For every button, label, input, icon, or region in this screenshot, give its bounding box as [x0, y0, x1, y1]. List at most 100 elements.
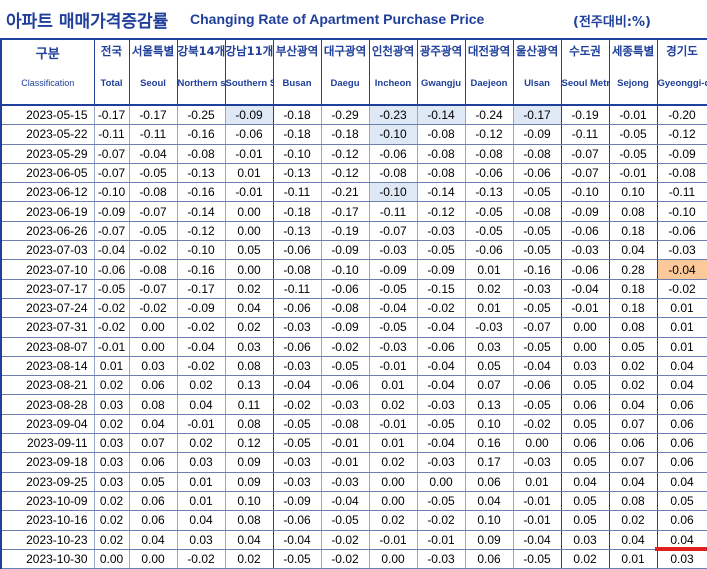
value-cell: 0.04: [176, 394, 225, 415]
value-cell: 0.00: [560, 317, 609, 338]
value-cell: 0.00: [368, 472, 417, 492]
value-cell: -0.16: [176, 259, 225, 280]
value-cell: 0.02: [464, 279, 513, 299]
value-cell: 0.05: [560, 375, 609, 396]
table-row: 2023-09-18 0.03 0.06 0.03 0.09 -0.03 -0.01 0.02…: [0, 452, 707, 473]
value-cell: 0.06: [656, 433, 707, 454]
row-date: 2023-10-16: [0, 510, 94, 531]
price-change-table: 구분 전국 서울특별 강북14개 강남11개 부산광역 대구광역 인천광역 광주광역 대전광역 울산…: [0, 38, 707, 569]
value-cell: 0.05: [656, 491, 707, 512]
value-cell: -0.02: [272, 394, 321, 415]
table-row: 2023-05-22 -0.11 -0.11 -0.16 -0.06 -0.18 -0.18…: [0, 124, 707, 145]
value-cell: 0.02: [93, 375, 129, 396]
column-header-en: Daegu: [320, 62, 370, 106]
value-cell: -0.02: [416, 298, 465, 319]
value-cell: 0.04: [464, 491, 513, 512]
value-cell: -0.01: [224, 182, 273, 203]
value-cell: 0.01: [656, 317, 707, 338]
row-date: 2023-10-30: [0, 549, 94, 569]
value-cell: -0.07: [93, 163, 129, 184]
column-header-en: Classification: [0, 62, 95, 106]
value-cell: 0.09: [224, 452, 273, 473]
value-cell: -0.06: [320, 375, 369, 396]
value-cell: -0.06: [560, 221, 609, 242]
value-cell: 0.05: [128, 472, 177, 492]
row-date: 2023-08-28: [0, 394, 94, 415]
value-cell: 0.03: [560, 530, 609, 550]
value-cell: 0.02: [93, 510, 129, 531]
value-cell: 0.13: [224, 375, 273, 396]
value-cell: -0.11: [128, 124, 177, 145]
column-header-ko: 울산광역: [512, 38, 562, 62]
value-cell: -0.10: [368, 124, 417, 145]
title-unit: (전주대비:%): [573, 15, 651, 30]
value-cell: 0.02: [176, 375, 225, 396]
value-cell: 0.04: [608, 472, 657, 492]
value-cell: -0.03: [464, 317, 513, 338]
value-cell: -0.10: [272, 144, 321, 164]
value-cell: 0.11: [224, 394, 273, 415]
value-cell: -0.01: [93, 337, 129, 357]
row-date: 2023-08-14: [0, 356, 94, 377]
value-cell: 0.01: [176, 472, 225, 492]
column-header-en: Sejong: [608, 62, 658, 106]
value-cell: 0.04: [656, 375, 707, 396]
value-cell: -0.03: [656, 240, 707, 261]
value-cell: 0.00: [368, 549, 417, 569]
value-cell: 0.06: [656, 452, 707, 473]
value-cell: 0.05: [560, 491, 609, 512]
column-header-en: Seoul Metropolitan Area: [560, 62, 610, 106]
title-bar: 아파트 매매가격증감률 Changing Rate of Apartment P…: [0, 0, 707, 38]
value-cell: -0.25: [176, 105, 225, 126]
value-cell: -0.09: [272, 491, 321, 512]
table-row: 2023-10-16 0.02 0.06 0.04 0.08 -0.06 -0.05 0.02…: [0, 510, 707, 531]
value-cell: -0.09: [320, 317, 369, 338]
value-cell: 0.04: [608, 394, 657, 415]
value-cell: -0.05: [464, 201, 513, 222]
table-row: 2023-08-07 -0.01 0.00 -0.04 0.03 -0.06 -0.02 -0…: [0, 337, 707, 357]
column-header-ko: 대구광역: [320, 38, 370, 62]
value-cell: 0.05: [608, 337, 657, 357]
value-cell: -0.12: [464, 124, 513, 145]
value-cell: -0.04: [560, 279, 609, 299]
value-cell: -0.08: [416, 163, 465, 184]
row-date: 2023-09-25: [0, 472, 94, 492]
value-cell: -0.04: [368, 298, 417, 319]
value-cell: 0.16: [464, 433, 513, 454]
row-date: 2023-06-12: [0, 182, 94, 203]
value-cell: -0.07: [128, 279, 177, 299]
value-cell: -0.02: [416, 510, 465, 531]
value-cell: 0.07: [608, 452, 657, 473]
value-cell: -0.05: [608, 144, 657, 164]
value-cell: -0.12: [656, 124, 707, 145]
value-cell: -0.08: [176, 144, 225, 164]
value-cell: -0.01: [560, 298, 609, 319]
highlight-box: [655, 547, 707, 552]
value-cell: -0.04: [416, 317, 465, 338]
value-cell: -0.02: [320, 549, 369, 569]
column-header-en: Southern Seoul: [224, 62, 274, 106]
value-cell: 0.28: [608, 259, 657, 280]
value-cell: -0.03: [272, 317, 321, 338]
value-cell: -0.20: [656, 105, 707, 126]
value-cell: -0.03: [368, 337, 417, 357]
row-date: 2023-08-07: [0, 337, 94, 357]
value-cell: -0.02: [128, 298, 177, 319]
value-cell: -0.04: [512, 530, 561, 550]
value-cell: 0.02: [368, 510, 417, 531]
value-cell: -0.02: [176, 549, 225, 569]
table-row: 2023-10-09 0.02 0.06 0.01 0.10 -0.09 -0.04 0.00…: [0, 491, 707, 512]
value-cell: 0.05: [224, 240, 273, 261]
value-cell: -0.05: [272, 414, 321, 435]
value-cell: -0.06: [512, 375, 561, 396]
value-cell: -0.08: [320, 414, 369, 435]
row-date: 2023-07-31: [0, 317, 94, 338]
value-cell: 0.05: [560, 414, 609, 435]
value-cell: 0.02: [93, 414, 129, 435]
value-cell: 0.06: [128, 375, 177, 396]
value-cell: -0.06: [560, 259, 609, 280]
value-cell: -0.01: [176, 414, 225, 435]
column-header-ko: 강북14개: [176, 38, 226, 62]
column-header-ko: 경기도: [656, 38, 707, 62]
row-date: 2023-06-19: [0, 201, 94, 222]
